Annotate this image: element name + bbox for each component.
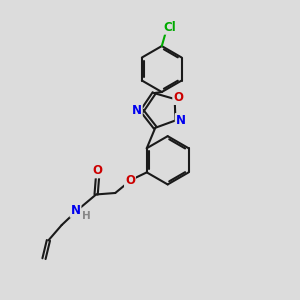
Text: N: N <box>176 114 186 127</box>
Text: O: O <box>125 174 135 187</box>
Text: N: N <box>132 104 142 117</box>
Text: N: N <box>70 204 80 217</box>
Text: O: O <box>93 164 103 177</box>
Text: O: O <box>173 91 183 104</box>
Text: H: H <box>82 211 91 221</box>
Text: Cl: Cl <box>164 21 176 34</box>
